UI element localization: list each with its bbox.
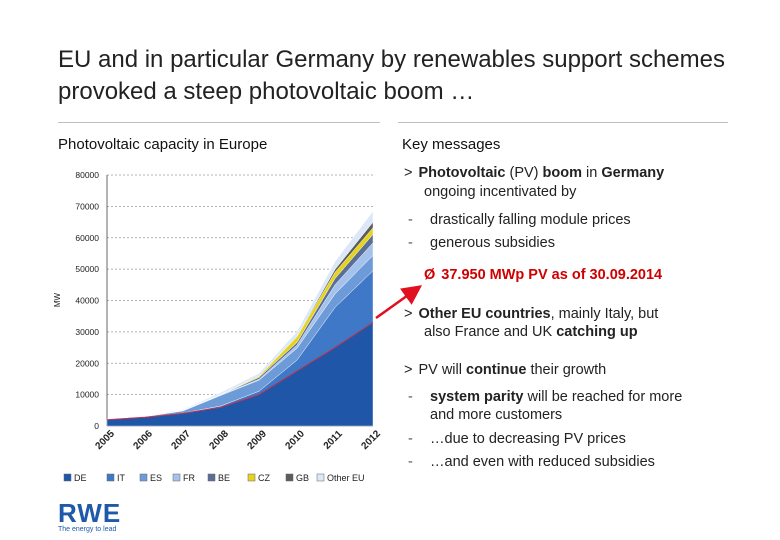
message-1-sub-2: - generous subsidies [408,234,555,252]
message-1-line2: ongoing incentivated by [424,184,577,200]
legend-label: Other EU [327,473,365,483]
sub-text: will be reached for more [523,389,683,405]
legend-label: ES [150,473,162,483]
msg1-part: in [582,165,602,181]
y-tick-label: 60000 [75,233,99,243]
bullet-marker: > [404,165,413,181]
legend-swatch [285,473,294,482]
y-axis-label: MW [53,292,62,307]
y-tick-label: 30000 [75,327,99,337]
legend-label: BE [218,473,230,483]
y-tick-label: 80000 [75,170,99,180]
msg3-part: continue [466,362,527,378]
legend-label: IT [117,473,126,483]
x-tick-label: 2010 [283,428,307,452]
right-divider [398,122,728,123]
message-3: > PV will continue their growth [404,361,606,379]
legend-swatch [139,473,148,482]
msg2-part: , mainly Italy, but [550,306,659,322]
x-tick-label: 2007 [169,428,193,452]
sub-text: generous subsidies [430,235,555,251]
msg3-part: PV will [418,362,467,378]
y-tick-label: 40000 [75,296,99,306]
x-tick-label: 2011 [322,428,345,451]
highlight-message: Ø 37.950 MWp PV as of 30.09.2014 [424,266,662,284]
msg1-part: boom [542,165,583,181]
y-tick-label: 10000 [75,390,99,400]
x-tick-label: 2005 [93,428,117,452]
legend-label: DE [74,473,87,483]
legend-label: CZ [258,473,270,483]
msg3-part: their growth [526,362,607,378]
pv-capacity-chart: 0 10000 20000 30000 40000 50000 60000 70000 8000… [53,170,383,483]
message-3-sub-2: - …due to decreasing PV prices [408,430,626,448]
legend-swatch [247,473,256,482]
legend-swatch [207,473,216,482]
msg2-part: Other EU countries [418,306,551,322]
y-tick-label: 70000 [75,201,99,211]
message-3-sub-3: - …and even with reduced subsidies [408,453,655,471]
slide-title: EU and in particular Germany by renewabl… [58,46,725,105]
msg2-part: catching up [556,324,638,340]
legend-swatch [63,473,72,482]
x-tick-label: 2009 [245,428,269,452]
message-3-sub-1-line2: and more customers [430,407,563,423]
legend-label: GB [296,473,309,483]
highlight-text: 37.950 MWp PV as of 30.09.2014 [441,267,663,283]
message-1-sub-1: - drastically falling module prices [408,211,631,229]
key-messages-heading: Key messages [402,136,501,153]
x-tick-label: 2012 [359,428,383,452]
dash-marker: - [408,235,413,251]
sub-text: drastically falling module prices [430,212,631,228]
y-tick-label: 0 [94,421,99,431]
dash-marker: - [408,431,413,447]
msg1-part: (PV) [505,165,543,181]
left-divider [58,122,380,123]
y-tick-label: 20000 [75,358,99,368]
message-2-line2: also France and UK catching up [424,323,638,341]
chart-heading: Photovoltaic capacity in Europe [58,136,268,153]
rwe-logo: RWE The energy to lead [58,498,122,533]
message-1: > Photovoltaic (PV) boom in Germany [404,164,664,182]
y-tick-label: 50000 [75,264,99,274]
dash-marker: - [408,389,413,405]
x-tick-label: 2006 [131,428,155,452]
de-boundary-line [106,322,374,421]
arrow-bullet-icon: Ø [424,267,436,283]
area-series-other-eu [106,210,374,420]
legend-swatch [106,473,115,482]
bullet-marker: > [404,362,413,378]
dash-marker: - [408,454,413,470]
message-2: > Other EU countries, mainly Italy, but [404,305,658,323]
bullet-marker: > [404,306,413,322]
message-3-sub-1: - system parity will be reached for more [408,388,682,406]
sub-text: …and even with reduced subsidies [430,454,655,470]
msg2-part: also France and UK [424,324,557,340]
legend-swatch [316,473,325,482]
legend-swatch [172,473,181,482]
x-tick-label: 2008 [207,428,231,452]
msg1-part: Photovoltaic [418,165,506,181]
legend-label: FR [183,473,195,483]
msg1-part: Germany [601,165,665,181]
sub-text: …due to decreasing PV prices [430,431,626,447]
sub-text: system parity [430,389,524,405]
dash-marker: - [408,212,413,228]
